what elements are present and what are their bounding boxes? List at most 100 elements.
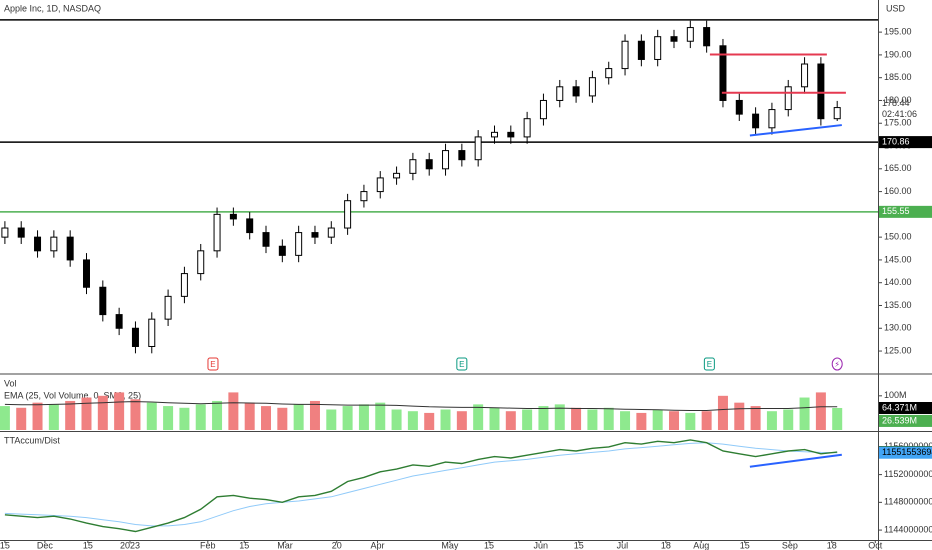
- volume-bar: [669, 411, 680, 430]
- volume-bar: [65, 400, 76, 430]
- volume-bar: [766, 411, 777, 430]
- series-line: [4, 439, 838, 533]
- volume-bar: [244, 402, 255, 430]
- x-tick-label: 15: [574, 540, 584, 550]
- candle-body: [784, 86, 792, 111]
- volume-bar: [179, 407, 190, 430]
- y-tick-label: 165.00: [884, 163, 912, 173]
- volume-bar: [750, 406, 761, 430]
- volume-bar: [391, 409, 402, 430]
- candle-body: [344, 200, 352, 229]
- volume-bar: [636, 412, 647, 430]
- candle-body: [490, 131, 498, 138]
- candle-body: [442, 150, 450, 170]
- volume-bar: [358, 404, 369, 430]
- volume-bar: [146, 402, 157, 430]
- event-marker: [831, 357, 843, 371]
- volume-bar: [228, 392, 239, 430]
- volume-bar: [587, 409, 598, 430]
- volume-bar: [701, 411, 712, 430]
- last-value-label: 115515536949.00: [882, 447, 932, 457]
- event-marker: [207, 357, 219, 371]
- volume-legend: Vol: [4, 378, 17, 388]
- chart-title: Apple Inc, 1D, NASDAQ: [4, 3, 101, 13]
- level-label: 170.86: [882, 136, 910, 146]
- candle-body: [817, 63, 825, 120]
- candle-body: [719, 45, 727, 101]
- candle-body: [278, 245, 286, 256]
- candle-body: [360, 191, 368, 202]
- volume-bar: [326, 409, 337, 430]
- candle-body: [507, 131, 515, 138]
- last-value-label-box: [879, 446, 932, 459]
- candle-body: [66, 236, 74, 261]
- event-label: E: [707, 360, 712, 369]
- x-tick-label: 2023: [120, 540, 140, 550]
- volume-bar: [783, 409, 794, 430]
- candle-body: [50, 236, 58, 252]
- candle-body: [621, 40, 629, 70]
- candle-body: [148, 318, 156, 347]
- volume-bar: [0, 406, 10, 430]
- volume-bar: [522, 409, 533, 430]
- x-tick-label: 18: [827, 540, 837, 550]
- volume-bar: [293, 404, 304, 430]
- last-value-label: 64.371M: [882, 402, 917, 412]
- y-tick-label: 175.00: [884, 118, 912, 128]
- trend-line: [749, 453, 842, 468]
- candle-body: [670, 36, 678, 42]
- volume-bar: [16, 407, 27, 430]
- y-tick-label: 195.00: [884, 26, 912, 36]
- volume-bar: [424, 412, 435, 430]
- y-tick-label: 145.00: [884, 254, 912, 264]
- event-label: E: [210, 360, 215, 369]
- x-tick-label: Apr: [371, 540, 385, 550]
- candle-body: [637, 40, 645, 60]
- y-tick-label: 114400000000.00: [884, 524, 932, 534]
- volume-bar: [440, 409, 451, 430]
- volume-bar: [163, 406, 174, 430]
- candle-body: [833, 107, 841, 120]
- volume-bar: [114, 392, 125, 430]
- series-line: [4, 401, 838, 411]
- y-tick-label: 115200000000.00: [884, 469, 932, 479]
- candle-body: [246, 218, 254, 234]
- volume-bar: [81, 397, 92, 430]
- volume-bar: [309, 400, 320, 430]
- volume-bar: [815, 392, 826, 430]
- volume-bar: [130, 399, 141, 430]
- x-tick-label: May: [441, 540, 459, 550]
- volume-bar: [489, 407, 500, 430]
- event-marker: [456, 357, 468, 371]
- x-tick-label: Oct: [868, 540, 883, 550]
- countdown: 02:41:06: [882, 109, 917, 119]
- x-tick-label: 20: [332, 540, 342, 550]
- y-tick-label: 180.00: [884, 95, 912, 105]
- y-tick-label: 190.00: [884, 49, 912, 59]
- volume-bar: [554, 404, 565, 430]
- volume-bar: [505, 411, 516, 430]
- volume-bar: [652, 409, 663, 430]
- volume-bar: [261, 406, 272, 430]
- last-price: 178.44: [882, 98, 910, 108]
- level-label-box: [879, 136, 932, 149]
- event-label: E: [459, 360, 464, 369]
- candle-body: [474, 136, 482, 161]
- candle-body: [82, 259, 90, 288]
- last-value-label: 26.539M: [882, 415, 917, 425]
- candle-body: [197, 250, 205, 275]
- candle-body: [164, 295, 172, 320]
- volume-bar: [538, 406, 549, 430]
- volume-bar: [603, 407, 614, 430]
- trend-line: [749, 124, 842, 137]
- event-marker: [703, 357, 715, 371]
- x-tick-label: Jun: [533, 540, 548, 550]
- volume-bar: [685, 412, 696, 430]
- candle-body: [801, 63, 809, 88]
- volume-bar: [620, 411, 631, 430]
- candle-body: [735, 99, 743, 115]
- volume-bar: [407, 411, 418, 430]
- volume-bar: [277, 407, 288, 430]
